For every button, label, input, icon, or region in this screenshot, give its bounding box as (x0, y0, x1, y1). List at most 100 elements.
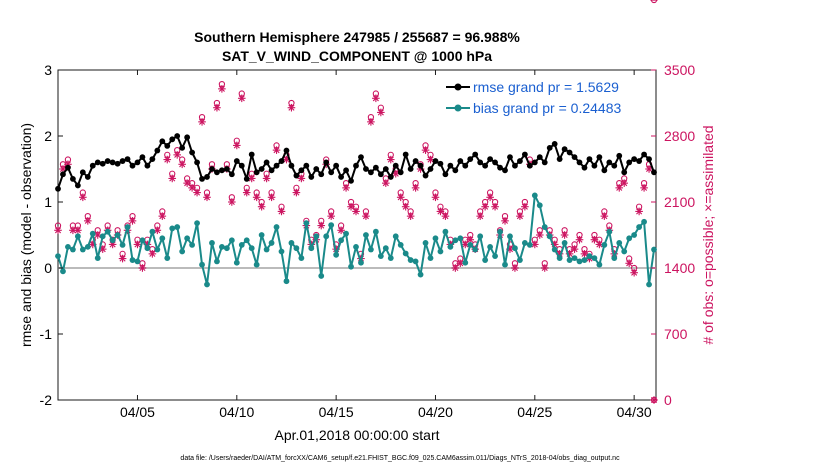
bias-point (248, 245, 255, 252)
bias-point (641, 218, 647, 225)
rmse-point (74, 182, 81, 189)
obs-possible-point (650, 0, 658, 4)
rmse-point (462, 162, 469, 169)
chart-title-line1: Southern Hemisphere 247985 / 255687 = 96… (194, 29, 520, 45)
bias-point (124, 224, 131, 230)
bias-point (541, 224, 548, 230)
rmse-point (55, 185, 61, 192)
bias-point (492, 253, 498, 260)
bias-point (338, 237, 345, 244)
bias-point (621, 248, 628, 255)
obs-assimilated-point (401, 202, 410, 211)
obs-assimilated-point (491, 202, 499, 211)
obs-assimilated-point (84, 217, 92, 225)
bias-point (452, 237, 459, 244)
obs-assimilated-point (148, 250, 157, 258)
bias-point (636, 224, 643, 230)
rmse-point (243, 176, 250, 182)
x-tick-label: 04/05 (120, 404, 155, 420)
bias-point (387, 255, 394, 261)
bias-point (591, 255, 598, 261)
obs-assimilated-point (347, 202, 355, 211)
rmse-point (70, 176, 76, 182)
obs-assimilated-point (382, 179, 390, 187)
rmse-point (99, 160, 106, 167)
obs-assimilated-point (362, 212, 370, 220)
rmse-point (169, 136, 176, 143)
rmse-point (333, 162, 340, 169)
y-left-tick-label: -1 (40, 326, 53, 342)
bias-point (308, 245, 315, 252)
y-left-tick-label: -2 (40, 392, 53, 408)
obs-assimilated-point (620, 179, 629, 187)
bias-point (89, 230, 96, 237)
obs-assimilated-point (486, 193, 494, 202)
bias-point (99, 233, 106, 240)
data-file-footer: data file: /Users/raeder/DAI/ATM_forcXX/… (180, 455, 620, 462)
rmse-point (492, 159, 498, 166)
rmse-point (134, 159, 141, 166)
obs-assimilated-point (645, 165, 653, 173)
obs-assimilated-point (262, 174, 271, 183)
bias-point (179, 248, 186, 255)
obs-assimilated-point (158, 212, 167, 220)
bias-point (323, 233, 330, 240)
obs-assimilated-point (128, 217, 137, 225)
bias-point (134, 258, 141, 265)
obs-assimilated-point (228, 198, 236, 206)
bias-point (293, 245, 300, 252)
bias-point (576, 258, 583, 265)
obs-assimilated-point (292, 188, 301, 197)
bias-point (566, 257, 573, 263)
obs-assimilated-point (233, 141, 241, 150)
rmse-point (253, 169, 260, 176)
bias-point (397, 242, 404, 248)
bias-point (651, 246, 657, 253)
rmse-point (184, 134, 191, 141)
bias-point (407, 257, 414, 263)
bias-point (298, 255, 305, 261)
obs-assimilated-point (451, 264, 460, 272)
rmse-point (209, 166, 215, 172)
bias-point (129, 257, 136, 263)
rmse-point (372, 164, 379, 171)
rmse-point (313, 166, 320, 172)
rmse-point (79, 169, 86, 176)
rmse-point (233, 158, 240, 164)
x-axis-label: Apr.01,2018 00:00:00 start (274, 427, 439, 443)
bias-point (646, 281, 652, 288)
rmse-point (502, 167, 508, 174)
bias-point (154, 246, 161, 253)
rmse-point (601, 167, 608, 174)
rmse-point (407, 166, 414, 172)
x-tick-label: 04/25 (517, 404, 552, 420)
rmse-point (561, 146, 568, 153)
rmse-point (586, 156, 593, 163)
bias-point (626, 235, 633, 242)
rmse-point (541, 159, 548, 166)
legend-rmse-marker (454, 83, 462, 91)
bias-point (531, 192, 538, 199)
bias-point (333, 251, 340, 258)
bias-point (512, 245, 518, 252)
bias-point (536, 202, 543, 209)
obs-assimilated-point (377, 108, 385, 117)
rmse-point (651, 169, 657, 176)
obs-assimilated-point (242, 188, 251, 197)
rmse-point (268, 167, 275, 174)
obs-assimilated-point (411, 184, 420, 192)
bias-point (427, 255, 434, 261)
obs-assimilated-point (595, 240, 604, 249)
rmse-point (596, 154, 603, 161)
obs-assimilated-point (218, 85, 226, 93)
bias-point (348, 263, 354, 270)
rmse-point (392, 162, 399, 169)
obs-assimilated-point (396, 193, 405, 202)
bias-point (79, 246, 86, 253)
rmse-point (318, 171, 325, 178)
obs-assimilated-point (441, 212, 450, 220)
rmse-point (124, 156, 131, 163)
rmse-point (526, 162, 533, 169)
y-left-tick-label: 1 (44, 194, 52, 210)
rmse-point (402, 151, 409, 158)
